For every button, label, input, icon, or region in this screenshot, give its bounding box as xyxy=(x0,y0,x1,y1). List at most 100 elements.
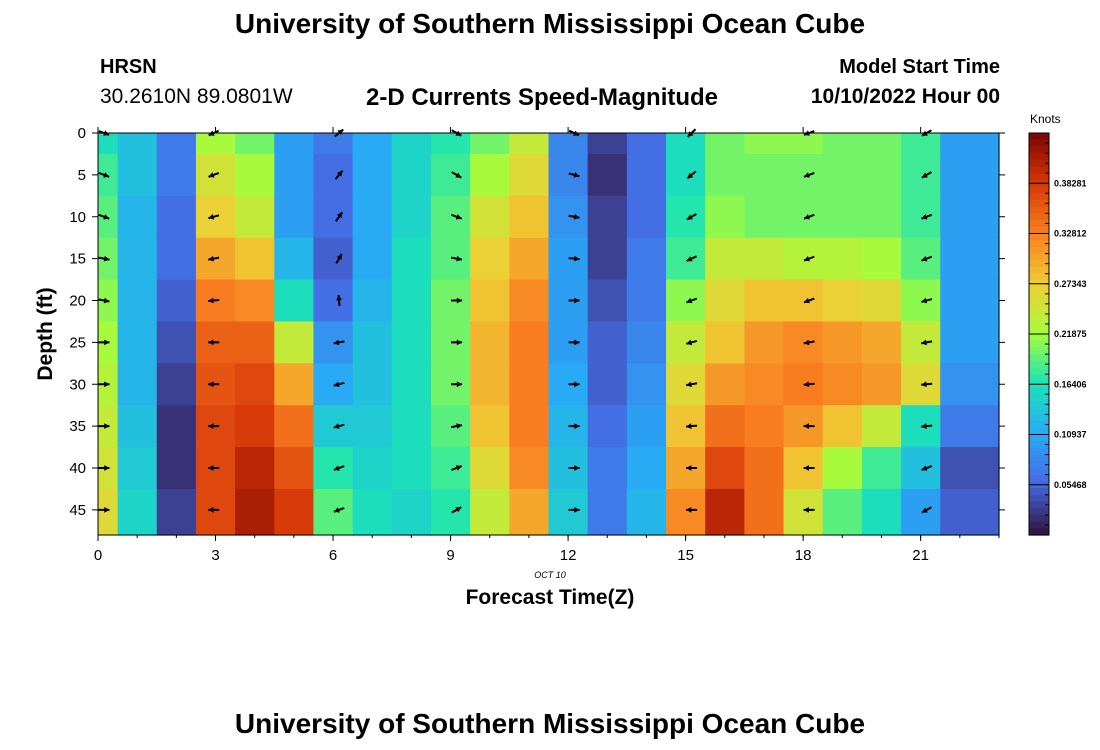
heatmap-cell xyxy=(548,363,589,406)
current-arrow xyxy=(336,294,342,307)
y-tick-label: 35 xyxy=(69,418,86,435)
heatmap-cell xyxy=(861,363,902,406)
heatmap-cell xyxy=(117,321,158,364)
heatmap-cell xyxy=(274,133,315,155)
current-arrow xyxy=(803,297,815,304)
heatmap-cell xyxy=(235,363,275,406)
heatmap-cell xyxy=(509,447,550,490)
current-arrow xyxy=(208,423,220,430)
heatmap-cell xyxy=(117,363,158,406)
heatmap-cell xyxy=(587,195,628,239)
heatmap-cell xyxy=(117,195,158,239)
x-tick-label: 15 xyxy=(677,547,694,564)
heatmap-cell xyxy=(235,195,275,239)
colorbar-swatch xyxy=(1029,213,1049,221)
heatmap-cell xyxy=(744,153,785,197)
current-arrow xyxy=(208,214,220,220)
heatmap-cell xyxy=(587,237,628,281)
colorbar-tick-label: 0.38281 xyxy=(1054,178,1087,188)
colorbar-swatch xyxy=(1029,287,1049,295)
heatmap-cell xyxy=(352,363,393,406)
heatmap-cell xyxy=(470,237,510,281)
heatmap-cell xyxy=(666,488,706,536)
heatmap-cell xyxy=(391,153,432,197)
heatmap-cell xyxy=(822,447,863,490)
current-arrow xyxy=(803,423,815,430)
station-name: HRSN xyxy=(100,56,157,78)
current-arrow xyxy=(686,213,697,221)
colorbar-swatch xyxy=(1029,226,1049,235)
main-title: University of Southern Mississippi Ocean… xyxy=(234,8,866,39)
heatmap-cell xyxy=(626,279,667,323)
x-tick-label: 12 xyxy=(560,547,577,564)
heatmap-cell xyxy=(744,279,785,323)
heatmap-cell xyxy=(430,363,471,406)
current-arrow xyxy=(208,465,220,471)
colorbar-swatch xyxy=(1029,206,1049,214)
heatmap-cell xyxy=(274,447,315,490)
heatmap-cell xyxy=(156,321,197,364)
heatmap-cell xyxy=(940,133,1000,155)
heatmap-cell xyxy=(783,447,824,490)
heatmap-cell xyxy=(391,279,432,323)
heatmap-cell xyxy=(783,321,824,364)
colorbar-swatch xyxy=(1029,508,1049,516)
colorbar-swatch xyxy=(1029,441,1049,449)
heatmap-cell xyxy=(313,237,354,281)
current-arrow xyxy=(568,339,580,346)
heatmap-cell xyxy=(352,237,393,281)
current-arrow xyxy=(451,465,463,471)
heatmap-cell xyxy=(313,321,354,364)
heatmap-cell xyxy=(822,321,863,364)
colorbar-swatch xyxy=(1029,200,1049,208)
current-arrow xyxy=(568,172,580,178)
current-arrow xyxy=(208,381,220,388)
heatmap-cell xyxy=(430,133,471,155)
heatmap-cell xyxy=(901,279,941,323)
heatmap-cell xyxy=(391,488,432,536)
heatmap-cell xyxy=(548,153,589,197)
current-arrow xyxy=(451,171,462,179)
date-label: OCT 10 xyxy=(534,570,566,580)
plot-frame xyxy=(97,132,1000,536)
current-arrow xyxy=(803,506,815,513)
heatmap-cell xyxy=(117,153,158,197)
colorbar-swatch xyxy=(1029,307,1049,315)
heatmap-cell xyxy=(666,405,706,448)
heatmap-cell xyxy=(548,447,589,490)
x-tick-label: 0 xyxy=(94,547,102,564)
current-arrow xyxy=(98,465,110,471)
heatmap-cell xyxy=(98,195,119,239)
y-tick-label: 5 xyxy=(78,167,86,184)
heatmap-cell xyxy=(587,133,628,155)
heatmap-cell xyxy=(430,195,471,239)
heatmap-cell xyxy=(195,153,236,197)
colorbar-swatch xyxy=(1029,240,1049,248)
heatmap-cell xyxy=(548,488,589,536)
heatmap-cell xyxy=(626,195,667,239)
colorbar-swatch xyxy=(1029,300,1049,308)
heatmap-cell xyxy=(117,279,158,323)
heatmap-cell xyxy=(509,321,550,364)
heatmap-cell xyxy=(274,195,315,239)
heatmap-cell xyxy=(548,133,589,155)
colorbar-tick-label: 0.16406 xyxy=(1054,379,1087,389)
colorbar-swatch xyxy=(1029,367,1049,375)
x-tick-label: 21 xyxy=(912,547,929,564)
heatmap-cell xyxy=(352,153,393,197)
heatmap-cell xyxy=(313,405,354,448)
colorbar-swatch xyxy=(1029,421,1049,429)
current-arrow xyxy=(921,255,933,262)
colorbar-swatch xyxy=(1029,468,1049,476)
y-tick-label: 20 xyxy=(69,293,86,310)
heatmap-cell xyxy=(352,279,393,323)
current-arrow xyxy=(921,297,933,304)
current-arrow xyxy=(208,297,220,304)
heatmap-cell xyxy=(901,405,941,448)
heatmap-cell xyxy=(940,237,1000,281)
colorbar xyxy=(1029,133,1049,536)
colorbar-swatch xyxy=(1029,320,1049,328)
colorbar-swatch xyxy=(1029,347,1049,355)
heatmap-cell xyxy=(626,488,667,536)
heatmap-cell xyxy=(744,447,785,490)
